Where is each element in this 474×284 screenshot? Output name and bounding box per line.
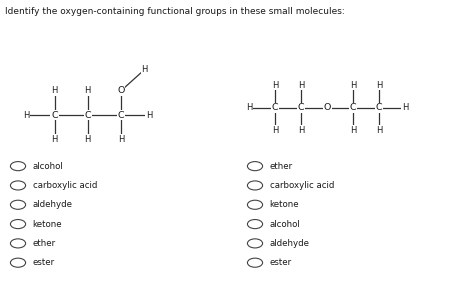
Text: H: H xyxy=(376,126,383,135)
Text: H: H xyxy=(141,65,148,74)
Text: carboxylic acid: carboxylic acid xyxy=(33,181,97,190)
Text: C: C xyxy=(298,103,304,112)
Text: H: H xyxy=(51,135,58,144)
Text: ketone: ketone xyxy=(270,200,300,209)
Text: carboxylic acid: carboxylic acid xyxy=(270,181,334,190)
Text: H: H xyxy=(298,81,304,90)
Text: ether: ether xyxy=(270,162,293,171)
Text: H: H xyxy=(118,135,124,144)
Text: ether: ether xyxy=(33,239,56,248)
Text: H: H xyxy=(146,110,153,120)
Text: alcohol: alcohol xyxy=(33,162,64,171)
Text: H: H xyxy=(350,126,356,135)
Text: Identify the oxygen-containing functional groups in these small molecules:: Identify the oxygen-containing functiona… xyxy=(5,7,345,16)
Text: O: O xyxy=(323,103,331,112)
Text: H: H xyxy=(23,110,29,120)
Text: C: C xyxy=(272,103,278,112)
Text: H: H xyxy=(298,126,304,135)
Text: C: C xyxy=(376,103,383,112)
Text: H: H xyxy=(84,86,91,95)
Text: C: C xyxy=(350,103,356,112)
Text: H: H xyxy=(51,86,58,95)
Text: ester: ester xyxy=(270,258,292,267)
Text: C: C xyxy=(51,110,58,120)
Text: H: H xyxy=(246,103,252,112)
Text: ketone: ketone xyxy=(33,220,63,229)
Text: H: H xyxy=(272,126,278,135)
Text: C: C xyxy=(118,110,124,120)
Text: ester: ester xyxy=(33,258,55,267)
Text: aldehyde: aldehyde xyxy=(33,200,73,209)
Text: O: O xyxy=(117,86,125,95)
Text: H: H xyxy=(350,81,356,90)
Text: H: H xyxy=(402,103,409,112)
Text: aldehyde: aldehyde xyxy=(270,239,310,248)
Text: H: H xyxy=(84,135,91,144)
Text: C: C xyxy=(84,110,91,120)
Text: H: H xyxy=(272,81,278,90)
Text: H: H xyxy=(376,81,383,90)
Text: alcohol: alcohol xyxy=(270,220,301,229)
